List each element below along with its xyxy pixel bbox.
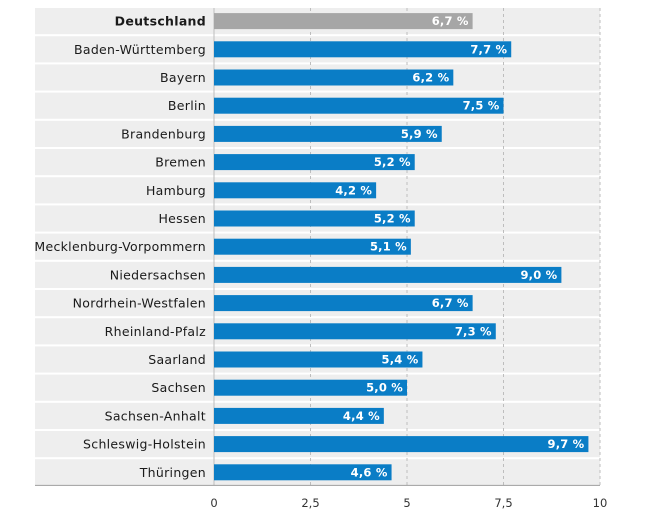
value-label: 5,1 % — [370, 240, 407, 254]
category-label: Bremen — [155, 155, 206, 170]
value-label: 4,6 % — [351, 465, 388, 479]
x-tick-label: 0 — [210, 496, 217, 509]
category-label: Thüringen — [139, 465, 206, 480]
bar — [214, 351, 423, 368]
category-label: Hessen — [158, 211, 206, 226]
value-label: 6,2 % — [412, 71, 449, 85]
category-label: Sachsen-Anhalt — [105, 408, 206, 423]
bar — [214, 407, 384, 424]
bar — [214, 379, 407, 396]
bar — [214, 464, 392, 481]
value-label: 5,0 % — [366, 381, 403, 395]
value-label: 9,0 % — [520, 268, 557, 282]
category-label: Bayern — [160, 70, 206, 85]
bar — [214, 125, 442, 142]
value-label: 6,7 % — [432, 14, 469, 28]
category-label: Mecklenburg-Vorpommern — [34, 239, 206, 254]
category-label: Rheinland-Pfalz — [105, 324, 206, 339]
x-tick-label: 2,5 — [301, 496, 319, 509]
value-label: 5,4 % — [382, 353, 419, 367]
value-label: 9,7 % — [548, 437, 585, 451]
value-label: 4,2 % — [335, 183, 372, 197]
category-label: Hamburg — [146, 183, 206, 198]
value-label: 7,7 % — [470, 42, 507, 56]
x-tick-label: 5 — [403, 496, 410, 509]
bar — [214, 210, 415, 227]
value-label: 5,9 % — [401, 127, 438, 141]
category-label: Baden-Württemberg — [74, 42, 206, 57]
bar — [214, 323, 496, 340]
category-label: Deutschland — [115, 14, 206, 29]
category-label: Niedersachsen — [110, 267, 206, 282]
bar — [214, 97, 504, 114]
x-tick-label: 7,5 — [494, 496, 512, 509]
bar — [214, 69, 454, 86]
bar — [214, 266, 562, 283]
bar — [214, 13, 473, 30]
category-label: Berlin — [168, 98, 206, 113]
value-label: 7,5 % — [463, 99, 500, 113]
bar — [214, 238, 411, 255]
value-label: 5,2 % — [374, 212, 411, 226]
bar — [214, 154, 415, 171]
value-label: 4,4 % — [343, 409, 380, 423]
bar — [214, 436, 589, 453]
bar — [214, 182, 377, 199]
category-label: Sachsen — [151, 380, 206, 395]
value-label: 6,7 % — [432, 296, 469, 310]
value-label: 7,3 % — [455, 324, 492, 338]
category-label: Schleswig-Holstein — [83, 437, 206, 452]
x-tick-label: 10 — [593, 496, 608, 509]
category-label: Brandenburg — [121, 126, 206, 141]
value-label: 5,2 % — [374, 155, 411, 169]
bar — [214, 41, 512, 58]
bar — [214, 295, 473, 312]
category-label: Nordrhein-Westfalen — [73, 296, 206, 311]
category-label: Saarland — [148, 352, 206, 367]
